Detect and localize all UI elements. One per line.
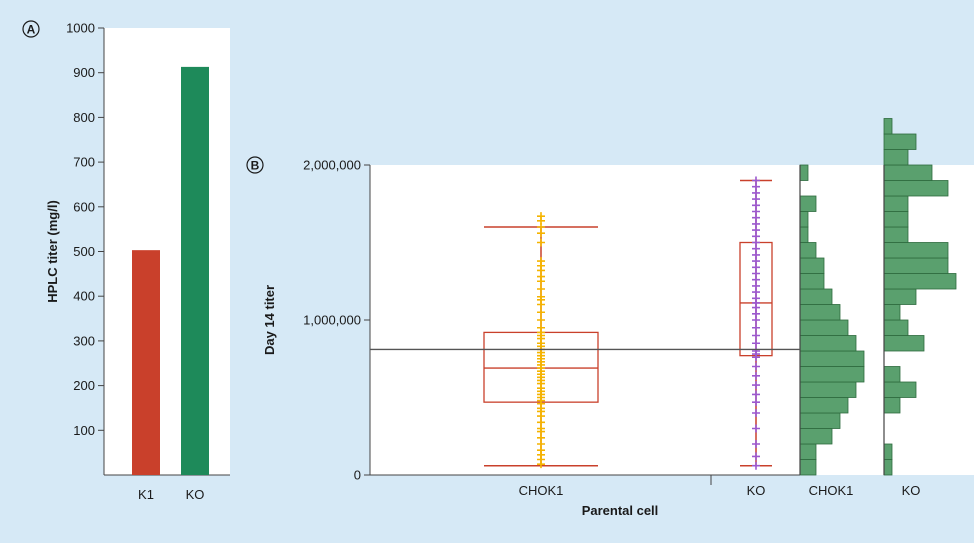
y-tick-label: 400 <box>73 289 95 304</box>
histogram-bar <box>883 335 925 352</box>
plot-area-b <box>370 165 974 475</box>
x-tick-label: CHOK1 <box>519 483 564 498</box>
histogram-bar <box>799 443 817 460</box>
histogram-bar <box>799 273 825 290</box>
data-point <box>752 176 760 185</box>
y-tick-label: 100 <box>73 423 95 438</box>
histogram-bar <box>883 304 901 321</box>
x-tick-label: CHOK1 <box>809 483 854 498</box>
data-point <box>752 409 760 417</box>
histogram-bar <box>799 304 841 321</box>
x-tick-label: KO <box>902 483 921 498</box>
plot-area-a <box>104 28 230 475</box>
panel-label-b: B <box>251 159 260 173</box>
data-point <box>752 461 760 470</box>
y-tick-label: 500 <box>73 244 95 259</box>
data-point <box>537 238 545 247</box>
data-point <box>752 452 760 461</box>
data-point <box>752 339 760 348</box>
data-point <box>537 292 545 301</box>
panel-label-circle-b <box>246 156 264 174</box>
y-axis-label: Day 14 titer <box>262 285 277 355</box>
x-tick-label: K1 <box>138 487 154 502</box>
histogram-bar <box>799 428 833 445</box>
histogram-bar <box>883 366 901 383</box>
histogram-bar <box>799 335 857 352</box>
y-tick-label: 1000 <box>66 21 95 36</box>
data-point <box>752 381 760 390</box>
histogram-bar <box>883 149 909 166</box>
y-tick-label: 1,000,000 <box>303 313 361 328</box>
data-point <box>752 371 760 380</box>
x-axis-label: Parental cell <box>582 503 659 518</box>
y-tick-label: 0 <box>354 468 361 483</box>
y-tick-label: 2,000,000 <box>303 158 361 173</box>
histogram-bar <box>883 443 893 460</box>
histogram-bar <box>883 164 933 181</box>
histogram-bar <box>799 397 849 414</box>
y-tick-label: 600 <box>73 199 95 214</box>
y-tick-label: 300 <box>73 333 95 348</box>
histogram-bar <box>883 180 949 197</box>
y-tick-label: 900 <box>73 65 95 80</box>
data-point <box>752 347 760 355</box>
histogram-chok1 <box>799 164 865 476</box>
histogram-bar <box>883 257 949 274</box>
histogram-bar <box>799 366 865 383</box>
histogram-bar <box>883 381 917 398</box>
histogram-bar <box>883 242 949 259</box>
histogram-bar <box>799 226 809 243</box>
y-tick-label: 800 <box>73 110 95 125</box>
data-point <box>537 257 545 266</box>
histogram-bar <box>799 412 841 429</box>
panel-label-a: A <box>27 23 36 37</box>
data-point <box>537 316 545 324</box>
panel-b: B 0 1,000,000 2,000,000 Day 14 titer Parental… <box>246 118 974 518</box>
histogram-bar <box>799 242 817 259</box>
bar-ko <box>181 66 209 475</box>
histogram-bar <box>883 133 917 150</box>
data-point <box>537 212 545 221</box>
histogram-bar <box>799 195 817 212</box>
data-point <box>752 362 760 371</box>
histogram-bar <box>883 319 909 336</box>
panel-label-circle-a <box>22 20 40 38</box>
histogram-bar <box>883 397 901 414</box>
x-tick-label: KO <box>747 483 766 498</box>
histogram-bar <box>799 459 817 476</box>
boxplot-chok1 <box>483 212 599 469</box>
data-point <box>752 323 760 332</box>
histogram-bar <box>883 226 909 243</box>
histogram-bar <box>799 211 809 228</box>
histogram-bar <box>799 381 857 398</box>
data-point <box>752 398 760 407</box>
y-tick-label: 200 <box>73 378 95 393</box>
histogram-bar <box>883 288 917 305</box>
data-point <box>537 285 545 293</box>
histogram-bar <box>799 350 865 367</box>
histogram-bar <box>883 211 909 228</box>
x-tick-label: KO <box>186 487 205 502</box>
data-point <box>537 323 545 332</box>
y-axis-label: HPLC titer (mg/l) <box>45 200 60 303</box>
histogram-bar <box>799 319 849 336</box>
histogram-ko <box>883 118 957 476</box>
data-point <box>752 440 760 448</box>
bar-k1 <box>132 250 160 475</box>
data-point <box>752 424 760 433</box>
y-tick-label: 700 <box>73 155 95 170</box>
histogram-bar <box>883 459 893 476</box>
histogram-bar <box>883 118 893 135</box>
data-point <box>752 331 760 340</box>
histogram-bar <box>883 195 909 212</box>
histogram-bar <box>799 164 809 181</box>
histogram-bar <box>883 273 957 290</box>
data-point <box>752 390 760 399</box>
data-point <box>537 308 545 317</box>
histogram-bar <box>799 288 833 305</box>
histogram-bar <box>799 257 825 274</box>
panel-a: A 100 200 300 400 500 600 700 800 900 1000 HPLC tit… <box>22 20 230 502</box>
boxplot-ko <box>739 176 773 470</box>
